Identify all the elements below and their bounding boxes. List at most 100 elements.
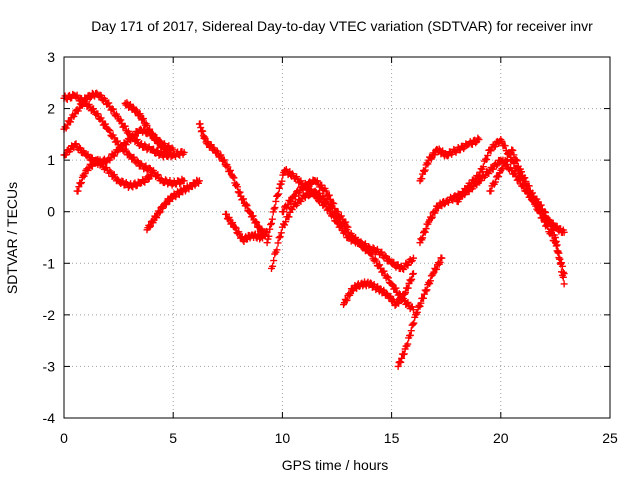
- data-point: [224, 163, 232, 171]
- data-point: [388, 280, 396, 288]
- data-point: [274, 239, 282, 247]
- series-track-n: [416, 156, 568, 278]
- data-point: [417, 235, 425, 243]
- data-point: [372, 257, 380, 265]
- data-point: [343, 296, 351, 304]
- data-point: [427, 214, 435, 222]
- data-point: [407, 327, 415, 335]
- data-point: [429, 270, 437, 278]
- y-tick-label: -3: [43, 358, 56, 374]
- data-point: [67, 118, 75, 126]
- data-point: [195, 177, 203, 185]
- data-point: [404, 284, 412, 292]
- data-point: [180, 148, 188, 156]
- data-point: [267, 221, 275, 229]
- data-point: [397, 296, 405, 304]
- data-point: [73, 91, 81, 99]
- data-point: [384, 274, 392, 282]
- data-point: [231, 223, 239, 231]
- data-point: [154, 171, 162, 179]
- data-point: [149, 130, 157, 138]
- data-point: [484, 151, 492, 159]
- data-point: [409, 254, 417, 262]
- data-point: [475, 136, 483, 144]
- data-point: [77, 180, 85, 188]
- data-point: [106, 127, 114, 135]
- data-point: [236, 188, 244, 196]
- data-point: [226, 166, 234, 174]
- data-point: [81, 170, 89, 178]
- data-point: [110, 134, 118, 142]
- data-point: [117, 116, 125, 124]
- data-point: [325, 191, 333, 199]
- data-point: [252, 218, 260, 226]
- data-point: [498, 137, 506, 145]
- data-point: [406, 331, 414, 339]
- data-point: [297, 197, 305, 205]
- data-point: [75, 104, 83, 112]
- data-point: [270, 257, 278, 265]
- data-point: [275, 184, 283, 192]
- x-tick-label: 5: [169, 430, 177, 446]
- data-point: [122, 141, 130, 149]
- data-point: [110, 152, 118, 160]
- data-point: [477, 176, 485, 184]
- data-point: [269, 262, 277, 270]
- data-point: [146, 171, 154, 179]
- data-point: [220, 156, 228, 164]
- data-point: [94, 110, 102, 118]
- series-track-q: [486, 146, 568, 288]
- data-point: [412, 310, 420, 318]
- data-point: [63, 95, 71, 103]
- data-point: [545, 216, 553, 224]
- data-point: [75, 144, 83, 152]
- data-point: [159, 142, 167, 150]
- data-point: [419, 234, 427, 242]
- y-tick-label: -1: [43, 255, 56, 271]
- data-point: [146, 125, 154, 133]
- series-track-k: [278, 176, 352, 231]
- x-tick-label: 15: [384, 430, 400, 446]
- data-point: [499, 164, 507, 172]
- data-point: [323, 197, 331, 205]
- data-point: [510, 151, 518, 159]
- data-point: [369, 244, 377, 252]
- data-point: [240, 195, 248, 203]
- data-point: [141, 178, 149, 186]
- data-point: [268, 215, 276, 223]
- data-point: [72, 140, 80, 148]
- data-point: [272, 197, 280, 205]
- data-point: [525, 182, 533, 190]
- data-point: [522, 177, 530, 185]
- data-point: [418, 175, 426, 183]
- data-point: [422, 225, 430, 233]
- series-track-e: [121, 99, 173, 159]
- data-point: [275, 234, 283, 242]
- data-point: [282, 218, 290, 226]
- data-point: [551, 234, 559, 241]
- data-point: [422, 287, 430, 295]
- data-point: [409, 320, 417, 328]
- data-point: [352, 234, 360, 242]
- data-point: [330, 200, 338, 208]
- data-point: [554, 249, 562, 257]
- data-point: [253, 218, 261, 226]
- data-point: [342, 218, 350, 226]
- series-track-o: [416, 134, 483, 185]
- data-point: [513, 157, 521, 165]
- data-point: [146, 223, 154, 231]
- data-point: [133, 157, 141, 165]
- data-point: [139, 115, 147, 123]
- data-point: [555, 254, 563, 262]
- data-point: [297, 177, 305, 185]
- data-point: [274, 191, 282, 199]
- data-point: [557, 260, 565, 268]
- y-tick-label: 3: [47, 49, 55, 65]
- data-point: [232, 224, 240, 232]
- data-point: [394, 362, 402, 370]
- data-point: [334, 208, 342, 216]
- data-point: [404, 340, 412, 348]
- data-point: [233, 183, 241, 191]
- data-point: [217, 151, 225, 159]
- data-point: [180, 177, 188, 185]
